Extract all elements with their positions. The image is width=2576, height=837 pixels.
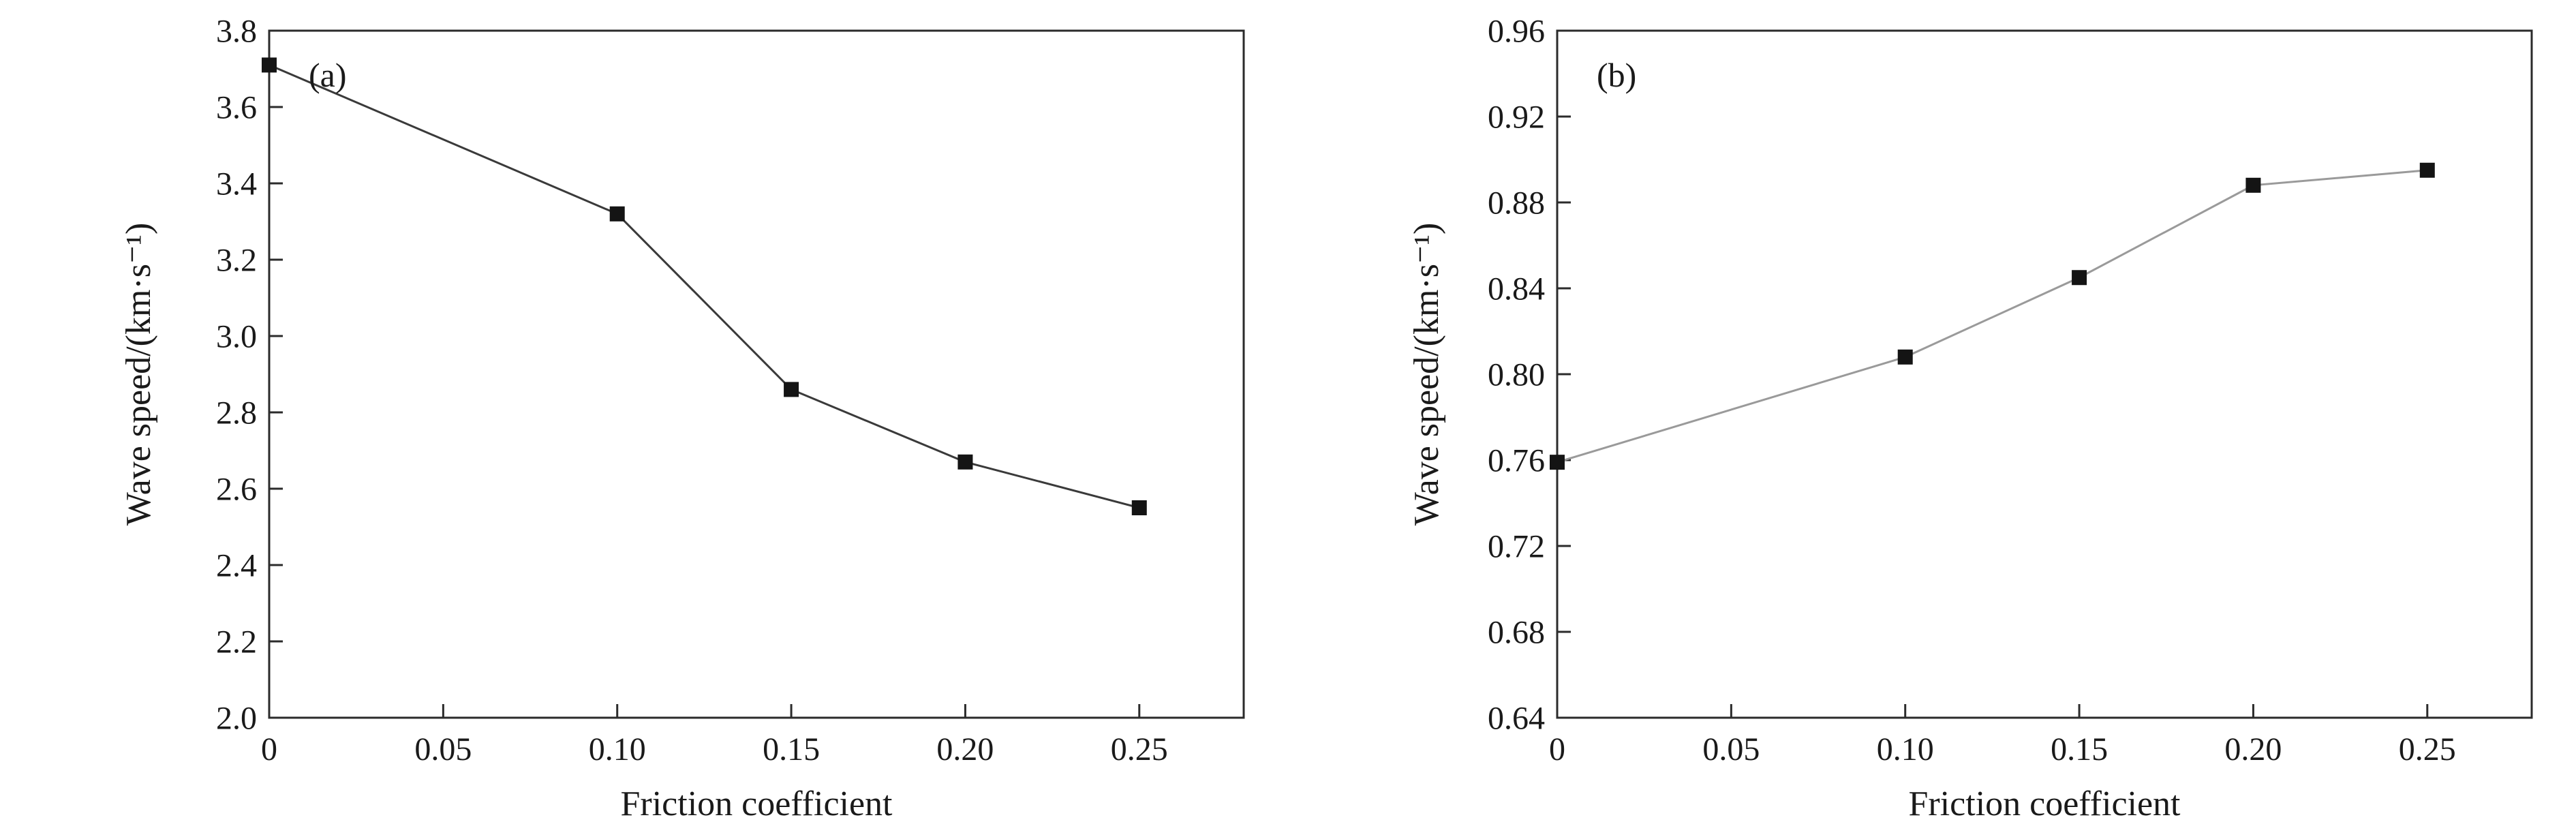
x-tick-label: 0.15 <box>2051 731 2108 767</box>
data-point-marker <box>1131 500 1147 515</box>
data-point-marker <box>609 206 625 222</box>
x-tick-label: 0.25 <box>1111 731 1168 767</box>
data-point-marker <box>262 57 277 73</box>
y-tick-label: 3.8 <box>216 13 257 49</box>
y-tick-label: 3.6 <box>216 89 257 125</box>
y-tick-label: 2.8 <box>216 395 257 431</box>
y-tick-label: 0.92 <box>1488 99 1545 135</box>
x-tick-label: 0.10 <box>1877 731 1934 767</box>
chart-b-svg: 0.64 0.68 0.72 0.76 0.80 0.84 0.88 0.92 0.96 0 0.0… <box>1407 13 2533 823</box>
y-tick-label: 3.2 <box>216 242 257 278</box>
y-tick-label: 0.64 <box>1488 700 1545 736</box>
x-tick-label: 0.20 <box>2224 731 2282 767</box>
plot-area <box>268 29 1245 719</box>
y-tick-label: 0.76 <box>1488 442 1545 478</box>
data-point-marker <box>2419 162 2435 178</box>
y-tick-label: 2.4 <box>216 547 257 583</box>
y-axis-label: Wave speed/(km·s⁻¹) <box>119 223 158 526</box>
data-point-marker <box>1897 349 1913 365</box>
x-axis-label: Friction coefficient <box>620 785 893 823</box>
x-tick-label: 0.10 <box>589 731 646 767</box>
panel-label: (a) <box>309 56 347 94</box>
y-tick-label: 2.6 <box>216 471 257 507</box>
x-axis-label: Friction coefficient <box>1908 785 2181 823</box>
y-tick-label: 0.72 <box>1488 528 1545 564</box>
y-axis-label: Wave speed/(km·s⁻¹) <box>1407 223 1446 526</box>
x-tick-label: 0.15 <box>763 731 820 767</box>
data-point-marker <box>784 382 799 397</box>
data-point-marker <box>957 454 973 470</box>
y-tick-label: 0.80 <box>1488 356 1545 393</box>
y-tick-label: 2.2 <box>216 624 257 660</box>
data-point-marker <box>1550 455 1565 470</box>
data-point-marker <box>2072 270 2087 286</box>
x-tick-label: 0 <box>1549 731 1565 767</box>
x-tick-label: 0.20 <box>936 731 994 767</box>
y-tick-label: 0.84 <box>1488 271 1545 307</box>
y-tick-label: 0.96 <box>1488 13 1545 49</box>
x-tick-label: 0 <box>261 731 277 767</box>
chart-panel-a: 2.0 2.2 2.4 2.6 2.8 3.0 3.2 3.4 3.6 3.8 0 0.05 0.10 0… <box>119 13 1245 823</box>
y-tick-label: 3.0 <box>216 318 257 354</box>
chart-panel-b: 0.64 0.68 0.72 0.76 0.80 0.84 0.88 0.92 0.96 0 0.0… <box>1288 0 2576 837</box>
series-line <box>269 64 1140 509</box>
panel-label: (b) <box>1597 56 1636 94</box>
y-tick-label: 2.0 <box>216 700 257 736</box>
y-tick-label: 0.88 <box>1488 185 1545 221</box>
chart-a-svg: 2.0 2.2 2.4 2.6 2.8 3.0 3.2 3.4 3.6 3.8 0 0.05 0.10 0… <box>119 13 1245 823</box>
series-line <box>1557 169 2427 463</box>
y-tick-label: 3.4 <box>216 166 257 202</box>
data-point-marker <box>2245 177 2261 193</box>
x-tick-label: 0.05 <box>1702 731 1760 767</box>
x-tick-label: 0.05 <box>414 731 472 767</box>
x-tick-label: 0.25 <box>2399 731 2456 767</box>
plot-area <box>1556 29 2533 719</box>
y-tick-label: 0.68 <box>1488 614 1545 650</box>
